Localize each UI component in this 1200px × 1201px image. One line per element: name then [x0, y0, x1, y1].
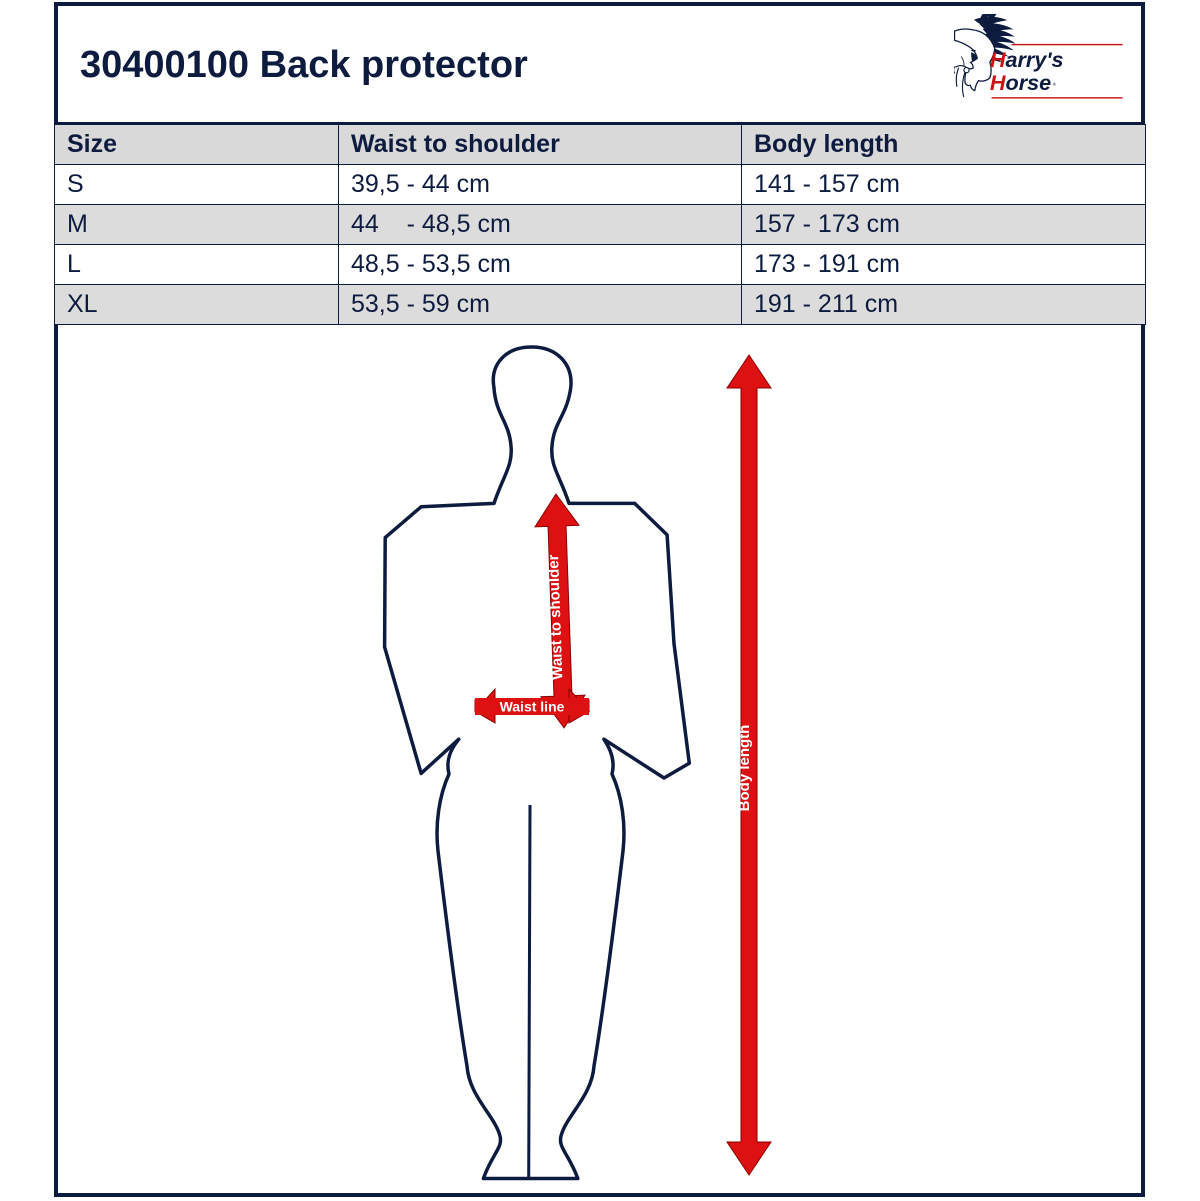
- svg-text:Waist line: Waist line: [500, 699, 565, 715]
- svg-text:Body length: Body length: [736, 725, 753, 812]
- svg-text:®: ®: [1053, 81, 1057, 87]
- svg-text:Horse: Horse: [990, 70, 1051, 95]
- svg-text:Harry's: Harry's: [990, 47, 1064, 72]
